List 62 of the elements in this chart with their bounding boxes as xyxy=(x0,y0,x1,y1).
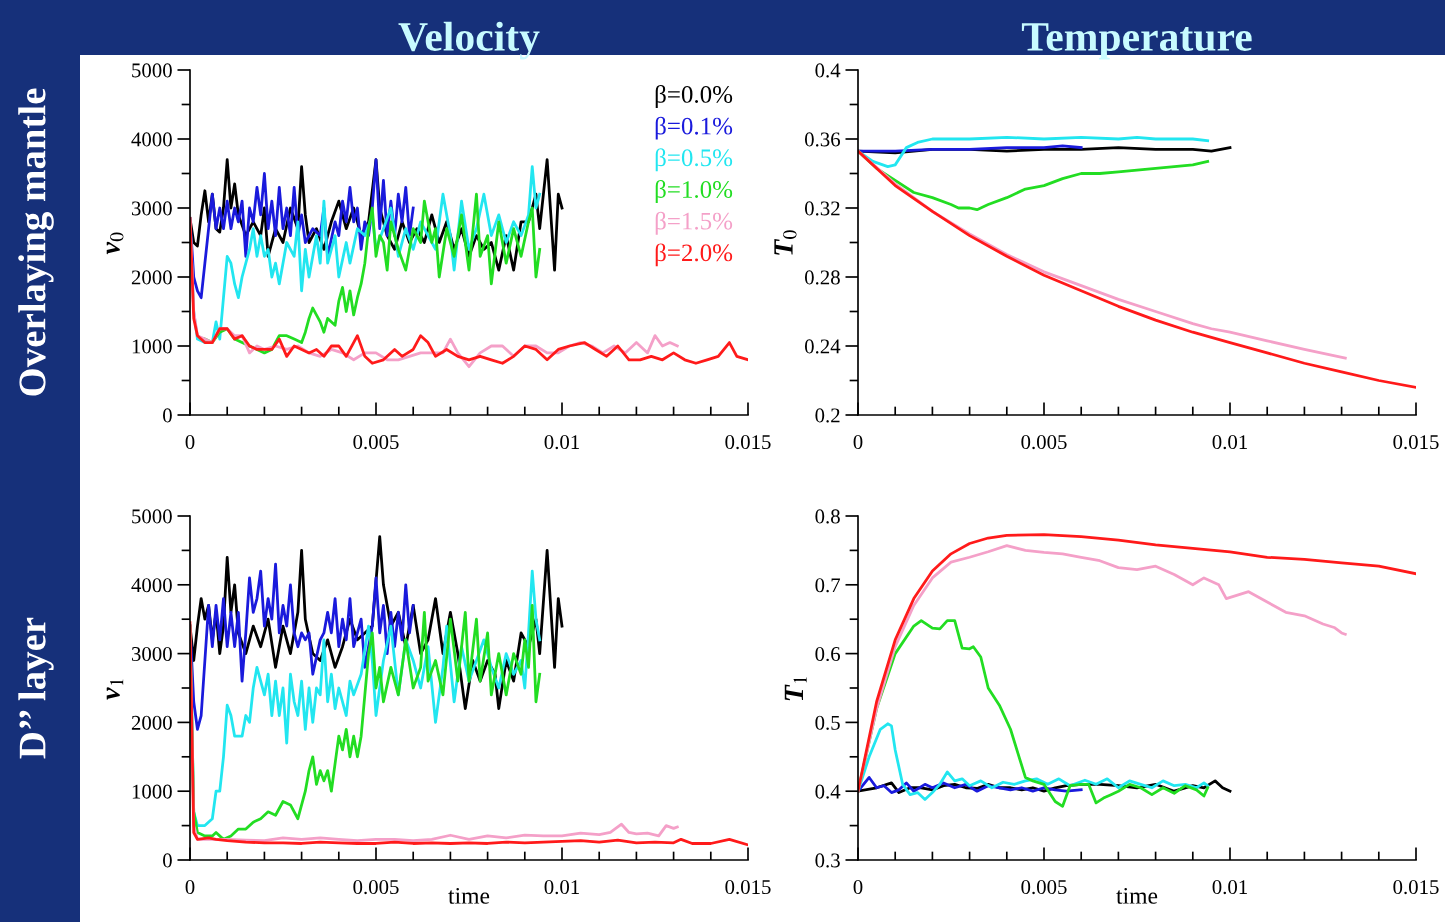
y-tick-label: 5000 xyxy=(132,509,172,524)
y-tick-label: 3000 xyxy=(131,201,172,216)
line-series xyxy=(190,562,415,731)
text: β=0.0% xyxy=(655,85,733,108)
y-tick-label: 0.5 xyxy=(815,715,840,730)
x-tick-label: 0.01 xyxy=(1212,435,1247,450)
y-tick-label: 0.24 xyxy=(804,339,841,354)
x-tick-label: 0 xyxy=(853,880,863,895)
x-tick-label: 0.01 xyxy=(544,880,579,895)
y-tick-label: 1000 xyxy=(132,784,172,799)
text: Overlaying mantle xyxy=(18,88,54,396)
chart-title: Velocity xyxy=(398,21,540,60)
text: β=0.1% xyxy=(655,116,733,140)
x-tick-label: 0 xyxy=(185,880,195,895)
x-tick-label: 0.005 xyxy=(1021,880,1067,895)
y-axis-title: T$_{1}$ xyxy=(784,677,807,701)
x-tick-label: 0.015 xyxy=(1393,435,1439,450)
text: β=2.0% xyxy=(655,243,733,267)
y-tick-label: 4000 xyxy=(131,132,172,147)
y-tick-label: 0 xyxy=(163,408,172,423)
x-tick-label: 0.005 xyxy=(353,880,399,895)
y-tick-label: 4000 xyxy=(131,578,172,593)
y-tick-label: 0.4 xyxy=(815,784,841,799)
x-tick-label: 0 xyxy=(853,435,863,450)
chart-title: Temperature xyxy=(1021,23,1252,60)
y-tick-label: 0.7 xyxy=(815,578,841,593)
line-series xyxy=(858,135,1210,168)
y-tick-label: 0 xyxy=(163,853,172,868)
x-axis-title: time xyxy=(1116,887,1158,904)
x-axis-title: time xyxy=(448,887,490,904)
y-axis-title: v$_{1}$ xyxy=(106,679,124,700)
y-tick-label: 1000 xyxy=(132,339,172,354)
line-series xyxy=(858,149,1416,389)
text: β=1.0% xyxy=(655,180,733,203)
y-tick-label: 3000 xyxy=(131,646,172,662)
y-tick-label: 0.28 xyxy=(804,270,840,285)
y-tick-label: 2000 xyxy=(131,270,172,285)
x-tick-label: 0.015 xyxy=(725,435,771,450)
x-tick-label: 0.015 xyxy=(1393,880,1439,895)
y-axis-title: v$_{0}$ xyxy=(106,232,124,255)
y-tick-label: 2000 xyxy=(131,715,172,730)
y-tick-label: 0.3 xyxy=(815,853,840,868)
y-tick-label: 0.8 xyxy=(815,509,840,524)
line-series xyxy=(858,722,1210,801)
y-axis-title: T$_{0}$ xyxy=(774,230,797,255)
y-tick-label: 0.2 xyxy=(815,408,840,423)
y-tick-label: 0.4 xyxy=(815,63,841,78)
text: D’’ layer xyxy=(18,617,54,759)
y-tick-label: 0.36 xyxy=(804,132,841,147)
x-tick-label: 0.005 xyxy=(1021,435,1067,450)
y-tick-label: 5000 xyxy=(132,63,172,78)
x-tick-label: 0.01 xyxy=(1212,880,1247,895)
text: β=1.5% xyxy=(655,211,733,235)
line-series xyxy=(858,533,1416,793)
x-tick-label: 0 xyxy=(185,435,195,450)
x-tick-label: 0.015 xyxy=(725,880,771,895)
x-tick-label: 0.005 xyxy=(353,435,399,450)
text: β=0.5% xyxy=(655,148,733,172)
line-series xyxy=(190,604,542,841)
x-tick-label: 0.01 xyxy=(544,435,579,450)
y-tick-label: 0.32 xyxy=(804,201,840,216)
y-tick-label: 0.6 xyxy=(815,646,841,662)
